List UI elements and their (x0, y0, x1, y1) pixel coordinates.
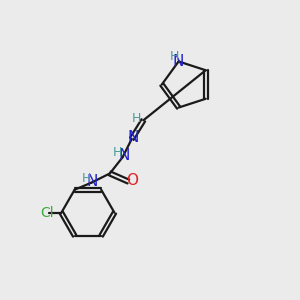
Text: N: N (87, 174, 98, 189)
Text: N: N (173, 54, 184, 69)
Text: N: N (127, 130, 139, 145)
Text: O: O (127, 173, 139, 188)
Text: N: N (118, 148, 129, 163)
Text: H: H (132, 112, 142, 125)
Text: H: H (170, 50, 179, 63)
Text: H: H (82, 172, 91, 185)
Text: Cl: Cl (40, 206, 54, 220)
Text: H: H (113, 146, 122, 159)
